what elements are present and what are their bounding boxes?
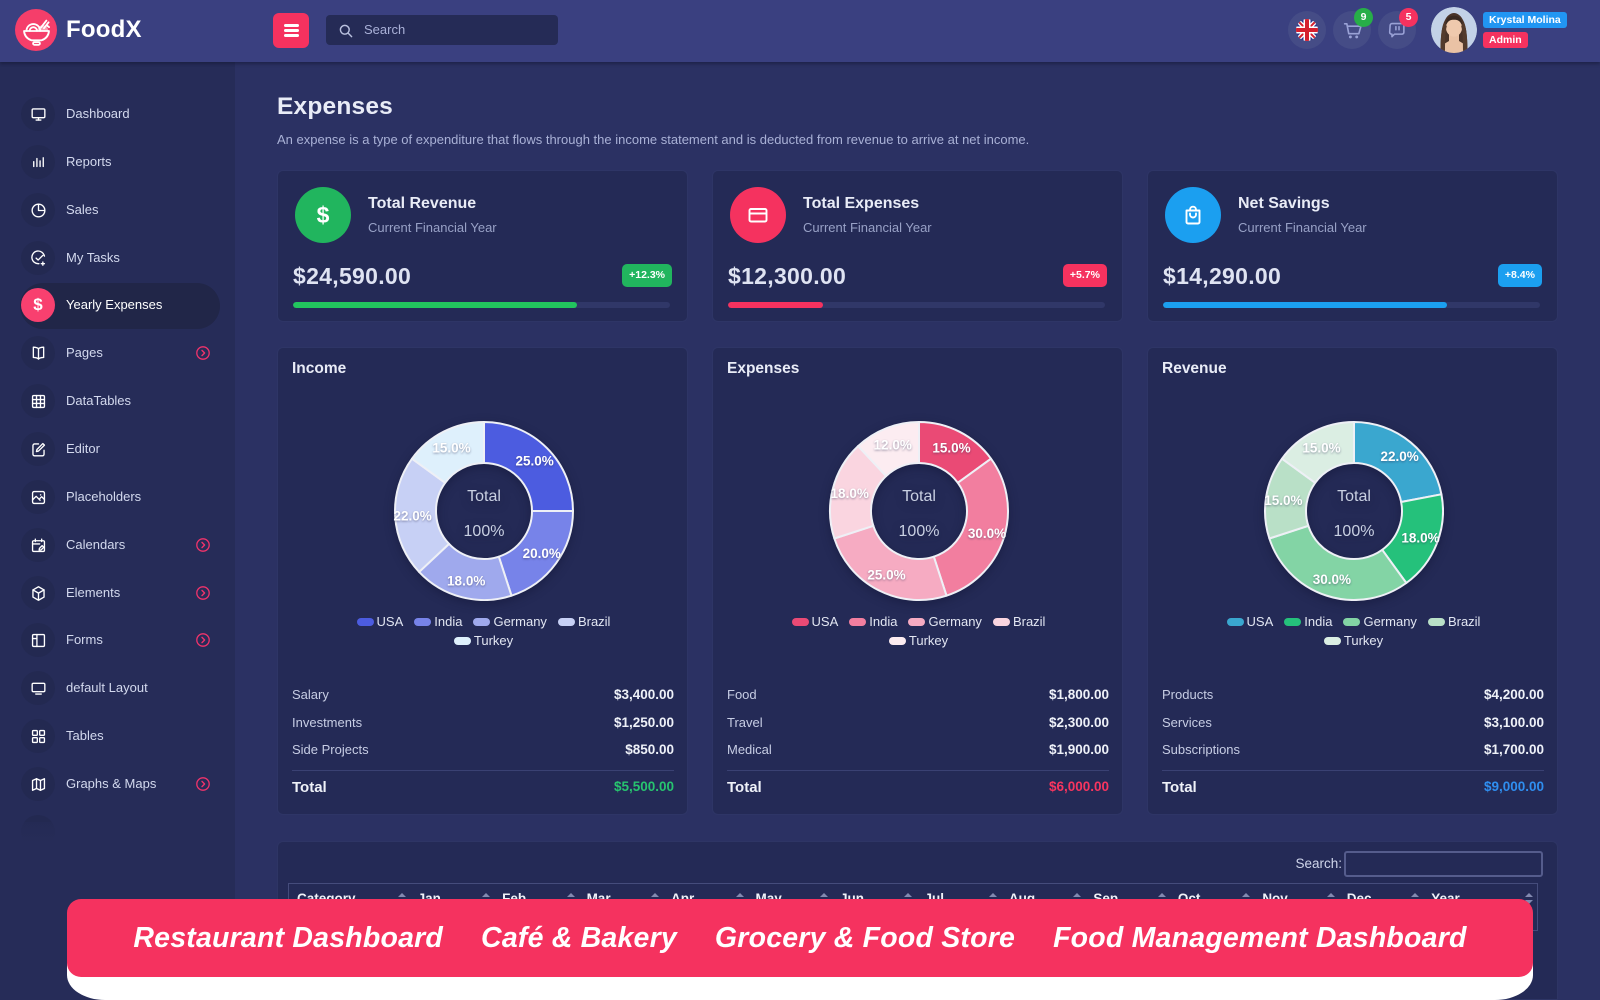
svg-text:18.0%: 18.0% bbox=[831, 486, 869, 501]
svg-text:18.0%: 18.0% bbox=[447, 573, 485, 588]
svg-text:12.0%: 12.0% bbox=[874, 438, 912, 453]
svg-text:15.0%: 15.0% bbox=[432, 440, 470, 455]
svg-text:Total: Total bbox=[902, 488, 936, 505]
svg-text:30.0%: 30.0% bbox=[968, 526, 1006, 541]
svg-text:30.0%: 30.0% bbox=[1313, 572, 1351, 587]
svg-text:Total: Total bbox=[467, 488, 501, 505]
svg-text:100%: 100% bbox=[1334, 523, 1375, 540]
svg-text:100%: 100% bbox=[464, 523, 505, 540]
svg-text:100%: 100% bbox=[899, 523, 940, 540]
svg-text:25.0%: 25.0% bbox=[515, 453, 553, 468]
svg-text:18.0%: 18.0% bbox=[1401, 530, 1439, 545]
svg-text:20.0%: 20.0% bbox=[523, 546, 561, 561]
svg-text:22.0%: 22.0% bbox=[393, 509, 431, 524]
svg-text:22.0%: 22.0% bbox=[1380, 449, 1418, 464]
svg-text:15.0%: 15.0% bbox=[932, 440, 970, 455]
svg-text:25.0%: 25.0% bbox=[867, 568, 905, 583]
svg-text:15.0%: 15.0% bbox=[1302, 440, 1340, 455]
svg-text:15.0%: 15.0% bbox=[1264, 493, 1302, 508]
svg-text:Total: Total bbox=[1337, 488, 1371, 505]
